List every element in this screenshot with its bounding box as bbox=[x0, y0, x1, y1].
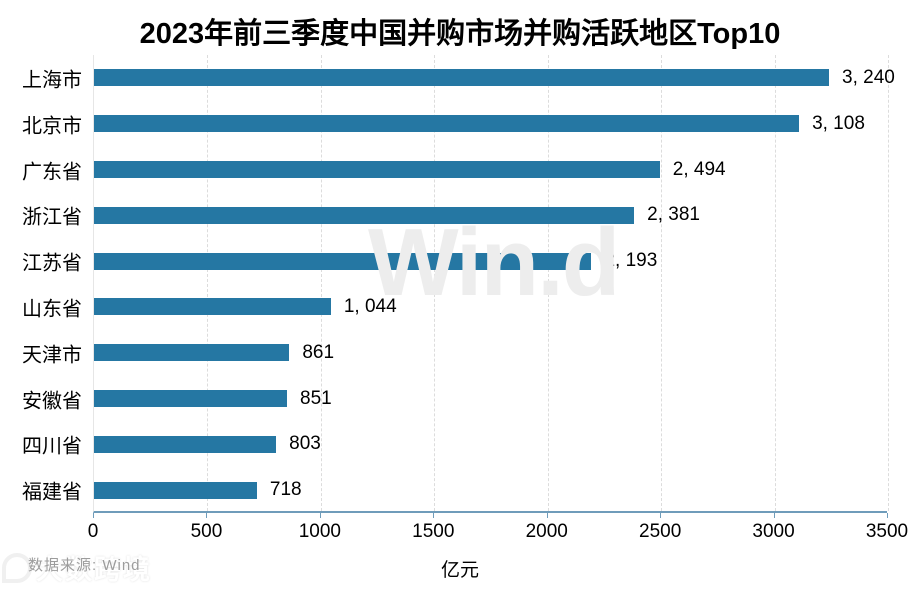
x-tick-mark-3000 bbox=[773, 513, 775, 518]
y-axis-labels: 上海市北京市广东省浙江省江苏省山东省天津市安徽省四川省福建省 bbox=[0, 55, 82, 513]
corner-watermark-text: 大数跨境 bbox=[36, 555, 152, 585]
category-label-四川省: 四川省 bbox=[22, 435, 82, 458]
category-label-天津市: 天津市 bbox=[22, 344, 82, 367]
chart-title: 2023年前三季度中国并购市场并购活跃地区Top10 bbox=[139, 18, 781, 50]
x-tick-mark-1000 bbox=[319, 513, 321, 518]
value-label-山东省: 1, 044 bbox=[343, 295, 397, 317]
gridline-x-1000 bbox=[320, 55, 322, 511]
gridline-x-500 bbox=[207, 55, 209, 511]
category-label-北京市: 北京市 bbox=[22, 115, 82, 138]
x-tick-label-3500: 3500 bbox=[865, 521, 909, 542]
x-tick-label-500: 500 bbox=[190, 521, 223, 542]
x-tick-mark-3500 bbox=[887, 513, 888, 518]
bar-福建省 bbox=[94, 481, 257, 499]
category-label-山东省: 山东省 bbox=[22, 298, 82, 321]
category-label-上海市: 上海市 bbox=[22, 69, 82, 92]
category-label-广东省: 广东省 bbox=[22, 161, 82, 183]
bar-浙江省 bbox=[94, 206, 635, 224]
corner-watermark-logo-icon bbox=[2, 552, 32, 583]
x-tick-mark-1500 bbox=[433, 513, 435, 518]
x-tick-label-2500: 2500 bbox=[639, 521, 682, 542]
wind-watermark: Win.d bbox=[368, 209, 620, 316]
x-tick-label-2000: 2000 bbox=[525, 521, 568, 542]
value-label-北京市: 3, 108 bbox=[812, 112, 865, 134]
gridline-x-3000 bbox=[774, 55, 776, 511]
category-label-安徽省: 安徽省 bbox=[22, 390, 82, 412]
gridline-x-2500 bbox=[661, 55, 663, 511]
category-label-江苏省: 江苏省 bbox=[22, 252, 82, 275]
corner-watermark: 大数跨境 bbox=[2, 548, 152, 587]
bar-广东省 bbox=[94, 161, 660, 178]
gridline-x-3500 bbox=[888, 55, 889, 511]
plot-area: 3, 240 3, 108 2, 494 2, 381 2, 193 1, 044 861 8… bbox=[93, 55, 895, 513]
bar-天津市 bbox=[94, 344, 290, 362]
x-tick-label-0: 0 bbox=[87, 521, 99, 542]
x-tick-mark-0 bbox=[93, 513, 94, 518]
value-label-浙江省: 2, 381 bbox=[647, 204, 700, 226]
category-label-福建省: 福建省 bbox=[22, 481, 82, 504]
bar-安徽省 bbox=[94, 390, 288, 407]
value-label-江苏省: 2, 193 bbox=[604, 250, 658, 272]
bar-江苏省 bbox=[94, 252, 592, 270]
value-label-安徽省: 851 bbox=[300, 387, 332, 409]
value-label-天津市: 861 bbox=[302, 341, 335, 363]
x-axis-unit-label: 亿元 bbox=[440, 560, 479, 581]
bar-山东省 bbox=[94, 298, 331, 316]
category-label-浙江省: 浙江省 bbox=[22, 206, 82, 229]
x-tick-label-1500: 1500 bbox=[412, 521, 455, 542]
value-label-四川省: 803 bbox=[289, 433, 321, 455]
gridline-x-2000 bbox=[547, 55, 549, 511]
value-label-上海市: 3, 240 bbox=[842, 66, 895, 88]
bar-上海市 bbox=[94, 69, 830, 87]
x-tick-mark-500 bbox=[206, 513, 208, 518]
x-tick-label-1000: 1000 bbox=[298, 521, 341, 542]
value-label-福建省: 718 bbox=[269, 479, 302, 501]
x-tick-mark-2500 bbox=[660, 513, 662, 518]
x-tick-label-3000: 3000 bbox=[752, 521, 795, 542]
gridline-x-1500 bbox=[434, 55, 436, 511]
bar-四川省 bbox=[94, 435, 277, 453]
data-source-note: 数据来源: Wind bbox=[28, 557, 141, 574]
value-label-广东省: 2, 494 bbox=[672, 158, 726, 180]
x-tick-mark-2000 bbox=[546, 513, 548, 518]
bar-北京市 bbox=[94, 115, 800, 133]
